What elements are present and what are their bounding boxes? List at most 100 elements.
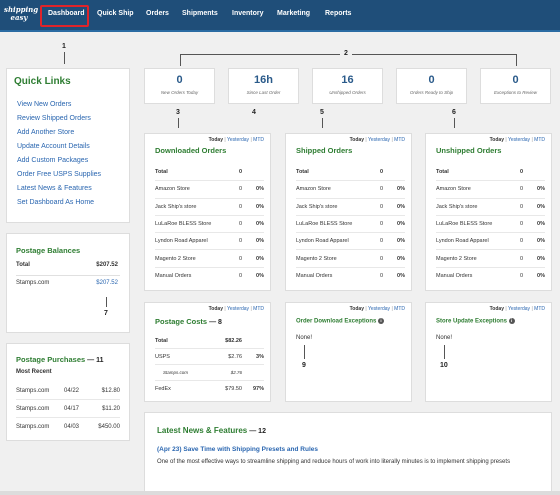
store-exceptions-header: Store Update Exceptions i	[436, 318, 515, 325]
quick-link-order-supplies[interactable]: Order Free USPS Supplies	[17, 171, 102, 178]
callout-7: 7	[104, 310, 108, 317]
logo-line-1: shipping	[4, 5, 39, 14]
downloaded-orders-card: Today | Yesterday | MTD Downloaded Order…	[144, 133, 271, 291]
callout-1-line	[64, 52, 65, 64]
callout-7-line	[106, 297, 107, 307]
callout-1: 1	[62, 43, 66, 50]
purchase-vendor: Stamps.com	[16, 405, 50, 412]
table-row: LuLaRoe BLESS Store 0 0%	[436, 216, 545, 234]
quick-links-card	[6, 68, 130, 223]
news-body: One of the most effective ways to stream…	[157, 459, 511, 465]
shipped-orders-card: Today | Yesterday | MTD Shipped Orders T…	[285, 133, 412, 291]
nav-reports[interactable]: Reports	[325, 10, 352, 17]
quick-link-review-shipped[interactable]: Review Shipped Orders	[17, 115, 91, 122]
quick-link-add-packages[interactable]: Add Custom Packages	[17, 157, 89, 164]
table-row: Jack Ship's store 0 0%	[155, 199, 264, 216]
callout-5-line	[322, 118, 323, 128]
nav-orders[interactable]: Orders	[146, 10, 169, 17]
stat-ready-to-ship[interactable]: 0 Orders Ready to Ship	[396, 68, 467, 104]
tab-today[interactable]: Today	[349, 306, 364, 312]
tab-yesterday[interactable]: Yesterday	[508, 137, 531, 143]
stat-since-last-order[interactable]: 16h Since Last Order	[228, 68, 299, 104]
tab-today[interactable]: Today	[349, 137, 364, 143]
table-row: Lyndon Road Apparel 0 0%	[296, 233, 405, 251]
stat-exceptions[interactable]: 0 Exceptions to Review	[480, 68, 551, 104]
quick-link-set-home[interactable]: Set Dashboard As Home	[17, 199, 95, 206]
stat-new-orders-today[interactable]: 0 New Orders Today	[144, 68, 215, 104]
tab-mtd[interactable]: MTD	[253, 137, 264, 143]
store-exceptions-period-tabs: Today | Yesterday | MTD	[489, 306, 545, 312]
callout-2-tick-right	[516, 54, 517, 66]
balance-total-label: Total	[16, 262, 30, 268]
callout-6: 6	[452, 109, 456, 116]
tab-yesterday[interactable]: Yesterday	[368, 137, 391, 143]
tab-mtd[interactable]: MTD	[253, 306, 264, 312]
purchase-row: Stamps.com 04/17 $11.20	[16, 400, 120, 418]
table-row: FedEx $79.50 97%	[155, 386, 264, 392]
tab-today[interactable]: Today	[208, 137, 223, 143]
callout-6-line	[454, 118, 455, 128]
balance-account-value[interactable]: $207.52	[96, 280, 118, 286]
table-row: Amazon Store 0 0%	[155, 181, 264, 199]
postage-costs-title: Postage Costs	[155, 317, 208, 326]
quick-link-add-store[interactable]: Add Another Store	[17, 129, 75, 136]
latest-news-card: Latest News & Features — 12 (Apr 23) Sav…	[144, 412, 552, 495]
info-icon[interactable]: i	[378, 318, 385, 324]
info-icon[interactable]: i	[508, 318, 515, 324]
store-exceptions-title: Store Update Exceptions	[436, 318, 508, 325]
downloaded-orders-table: Total 0 Amazon Store 0 0% Jack Ship's store…	[155, 164, 264, 285]
postage-costs-table: Total $82.26 USPS $2.76 3% Stamps.com $2…	[155, 333, 264, 397]
tab-today[interactable]: Today	[208, 306, 223, 312]
callout-2-line-left	[180, 54, 340, 55]
tab-mtd[interactable]: MTD	[394, 137, 405, 143]
quick-links-title: Quick Links	[14, 76, 71, 87]
tab-yesterday[interactable]: Yesterday	[227, 137, 250, 143]
unshipped-orders-card: Today | Yesterday | MTD Unshipped Orders…	[425, 133, 552, 291]
active-nav-highlight	[40, 5, 89, 27]
stat-unshipped-orders[interactable]: 16 Unshipped Orders	[312, 68, 383, 104]
table-row-total: Total $82.26	[155, 333, 264, 349]
nav-inventory[interactable]: Inventory	[232, 10, 264, 17]
nav-marketing[interactable]: Marketing	[277, 10, 311, 17]
quick-link-update-account[interactable]: Update Account Details	[17, 143, 90, 150]
table-row: Manual Orders 0 0%	[436, 273, 545, 280]
postage-purchases-header: Postage Purchases — 11	[16, 355, 104, 364]
nav-quick-ship[interactable]: Quick Ship	[97, 10, 134, 17]
tab-yesterday[interactable]: Yesterday	[227, 306, 250, 312]
table-row: Manual Orders 0 0%	[296, 273, 405, 280]
purchase-row: Stamps.com 04/22 $12.80	[16, 382, 120, 400]
purchase-date: 04/22	[64, 387, 80, 394]
stat-label: Orders Ready to Ship	[409, 90, 454, 95]
download-exceptions-period-tabs: Today | Yesterday | MTD	[349, 306, 405, 312]
stat-value: 16	[341, 74, 354, 86]
quick-link-news[interactable]: Latest News & Features	[17, 185, 92, 192]
callout-2: 2	[344, 50, 348, 57]
nav-dashboard[interactable]: Dashboard	[48, 10, 85, 17]
tab-mtd[interactable]: MTD	[534, 306, 545, 312]
tab-today[interactable]: Today	[489, 306, 504, 312]
unshipped-orders-title: Unshipped Orders	[436, 146, 502, 155]
page-bottom-scroll-edge	[0, 491, 560, 495]
download-exceptions-title: Order Download Exceptions	[296, 318, 377, 325]
tab-mtd[interactable]: MTD	[394, 306, 405, 312]
table-row: Magento 2 Store 0 0%	[436, 250, 545, 268]
purchase-row: Stamps.com 04/03 $450.00	[16, 418, 120, 436]
stat-value: 0	[176, 74, 183, 86]
table-row: Amazon Store 0 0%	[296, 181, 405, 199]
tab-mtd[interactable]: MTD	[534, 137, 545, 143]
shipped-orders-title: Shipped Orders	[296, 146, 353, 155]
balance-total-value: $207.52	[96, 262, 118, 268]
nav-shipments[interactable]: Shipments	[182, 10, 218, 17]
tab-yesterday[interactable]: Yesterday	[508, 306, 531, 312]
tab-yesterday[interactable]: Yesterday	[368, 306, 391, 312]
app-logo[interactable]: shipping easy	[4, 5, 39, 26]
news-headline-link[interactable]: (Apr 23) Save Time with Shipping Presets…	[157, 446, 318, 453]
table-row: Manual Orders 0 0%	[155, 273, 264, 280]
tab-today[interactable]: Today	[489, 137, 504, 143]
quick-link-view-new-orders[interactable]: View New Orders	[17, 101, 72, 108]
table-row: Lyndon Road Apparel 0 0%	[155, 233, 264, 251]
postage-balances-card	[6, 233, 130, 333]
balance-account-label: Stamps.com	[16, 280, 50, 286]
downloaded-period-tabs: Today | Yesterday | MTD	[208, 137, 264, 143]
callout-2-tick-left	[180, 54, 181, 66]
